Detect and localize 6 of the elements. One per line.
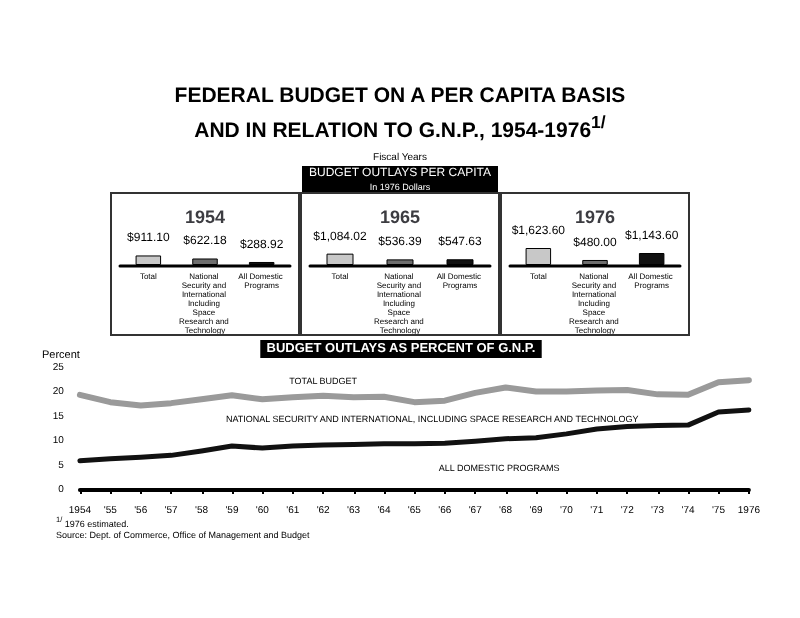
chart-title: 1965 [379,207,421,227]
line-series [77,407,752,464]
chart-title: 1954 [184,207,226,227]
chart-title: 1976 [574,207,616,227]
line-series [76,377,752,409]
text: FEDERAL BUDGET ON A PER CAPITA BASIS AND IN RELATION TO G.N.P., 1954-1976$^{1/}$ [172,84,628,145]
